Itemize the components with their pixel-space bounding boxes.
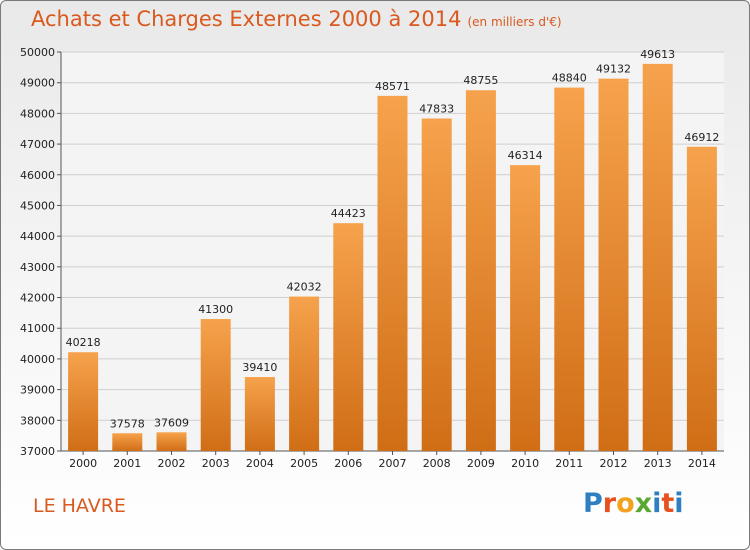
bar-value-label: 46314 <box>508 149 543 162</box>
y-tick-label: 48000 <box>20 107 55 120</box>
logo-letter: i <box>674 488 684 519</box>
y-tick-label: 40000 <box>20 353 55 366</box>
y-tick-label: 43000 <box>20 261 55 274</box>
bar-value-label: 37578 <box>110 417 145 430</box>
bar-value-label: 46912 <box>684 131 719 144</box>
chart-subtitle: (en milliers d'€) <box>467 15 562 29</box>
y-tick-label: 38000 <box>20 414 55 427</box>
proxiti-logo: Proxiti <box>583 488 684 519</box>
y-tick-label: 41000 <box>20 322 55 335</box>
bar <box>510 165 541 452</box>
logo-letter: x <box>634 488 653 519</box>
bar <box>289 296 320 451</box>
bar <box>686 146 717 452</box>
bar <box>598 78 629 451</box>
city-label: LE HAVRE <box>33 495 126 517</box>
x-tick-label: 2007 <box>379 457 407 470</box>
bar-value-label: 48755 <box>463 74 498 87</box>
y-tick-label: 50000 <box>20 46 55 59</box>
bar <box>642 63 673 451</box>
y-tick-label: 49000 <box>20 77 55 90</box>
bar <box>244 377 275 451</box>
bar-value-label: 42032 <box>287 281 322 294</box>
bar <box>112 433 143 451</box>
bar <box>465 90 496 452</box>
logo-letter: P <box>583 488 603 519</box>
y-tick-label: 39000 <box>20 384 55 397</box>
logo-letter: o <box>616 488 635 519</box>
bar-value-label: 41300 <box>198 303 233 316</box>
bar-value-label: 47833 <box>419 103 454 116</box>
bar-value-label: 49132 <box>596 63 631 76</box>
x-tick-label: 2005 <box>290 457 318 470</box>
x-tick-label: 2008 <box>423 457 451 470</box>
bar <box>333 223 364 451</box>
bar-value-label: 40218 <box>66 336 101 349</box>
bar <box>554 87 585 451</box>
bar-value-label: 39410 <box>242 361 277 374</box>
chart-title-text: Achats et Charges Externes 2000 à 2014 <box>31 7 462 31</box>
x-tick-label: 2001 <box>113 457 141 470</box>
x-tick-label: 2004 <box>246 457 274 470</box>
logo-letter: r <box>602 488 617 519</box>
bar-value-label: 37609 <box>154 416 189 429</box>
bar <box>156 432 187 451</box>
x-tick-label: 2009 <box>467 457 495 470</box>
bar-value-label: 48840 <box>552 72 587 85</box>
y-tick-label: 42000 <box>20 292 55 305</box>
logo-letter: t <box>661 488 675 519</box>
bar <box>200 319 231 451</box>
bar <box>421 118 452 452</box>
x-tick-label: 2002 <box>158 457 186 470</box>
x-tick-label: 2010 <box>511 457 539 470</box>
x-tick-label: 2006 <box>334 457 362 470</box>
y-tick-label: 37000 <box>20 445 55 458</box>
x-tick-label: 2003 <box>202 457 230 470</box>
x-tick-label: 2014 <box>688 457 716 470</box>
x-tick-label: 2013 <box>644 457 672 470</box>
y-tick-label: 47000 <box>20 138 55 151</box>
bar <box>377 95 408 451</box>
chart-title: Achats et Charges Externes 2000 à 2014 (e… <box>31 7 562 31</box>
bar-value-label: 49613 <box>640 48 675 61</box>
bar-value-label: 44423 <box>331 207 366 220</box>
bar-value-label: 48571 <box>375 80 410 93</box>
x-tick-label: 2000 <box>69 457 97 470</box>
y-tick-label: 44000 <box>20 230 55 243</box>
logo-letter: i <box>652 488 662 519</box>
x-tick-label: 2012 <box>600 457 628 470</box>
y-tick-label: 45000 <box>20 199 55 212</box>
x-tick-label: 2011 <box>555 457 583 470</box>
y-tick-label: 46000 <box>20 169 55 182</box>
bar <box>68 352 99 451</box>
